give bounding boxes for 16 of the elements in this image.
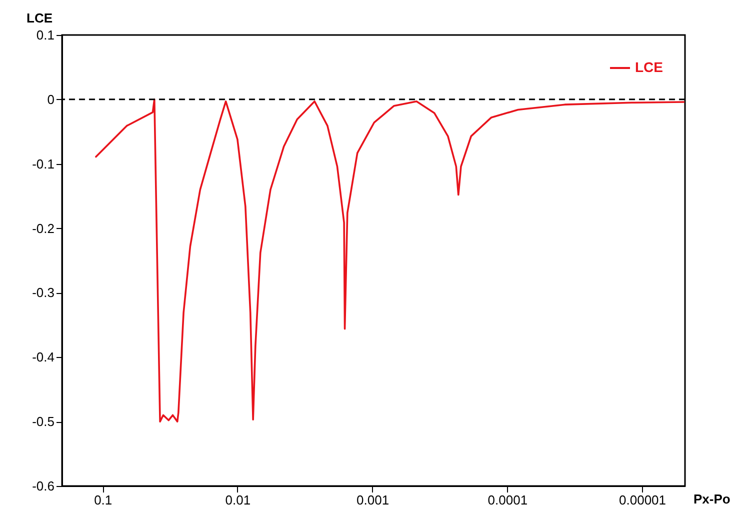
y-tick-label: -0.1 <box>32 156 54 172</box>
y-tick-label: -0.3 <box>32 285 54 300</box>
x-axis-title: Px-Po <box>694 492 730 506</box>
x-tick-label: 0.1 <box>94 492 112 508</box>
x-tick-label: 0.01 <box>225 492 251 508</box>
y-tick-label: -0.4 <box>32 350 54 365</box>
y-axis-title: LCE <box>26 10 53 26</box>
legend-label: LCE <box>635 59 663 75</box>
x-tick-label: 0.0001 <box>488 492 528 508</box>
x-tick-label: 0.001 <box>356 492 390 508</box>
y-tick-label: -0.6 <box>32 478 54 494</box>
y-tick-label: 0.1 <box>36 28 54 42</box>
y-tick-label: 0 <box>47 92 54 107</box>
y-tick-label: -0.2 <box>32 220 54 236</box>
y-tick-label: -0.5 <box>32 414 54 430</box>
x-tick-label: 0.00001 <box>619 492 666 508</box>
